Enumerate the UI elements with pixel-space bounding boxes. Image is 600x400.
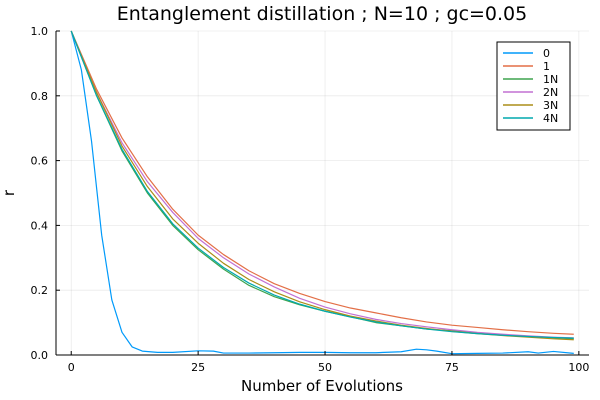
y-tick-label: 0.4 <box>31 219 49 232</box>
y-tick-label: 0.2 <box>31 284 49 297</box>
axes <box>55 30 589 356</box>
chart-title: Entanglement distillation ; N=10 ; gc=0.… <box>117 3 528 25</box>
x-tick-label: 25 <box>191 361 205 374</box>
legend-label-1: 1 <box>543 60 550 73</box>
y-axis-label: r <box>0 189 18 196</box>
y-tick-label: 0.0 <box>31 349 49 362</box>
x-tick-label: 50 <box>318 361 332 374</box>
series-line-0 <box>70 30 574 355</box>
y-tick-label: 1.0 <box>31 25 49 38</box>
series-line-2N <box>70 30 574 339</box>
x-tick-label: 100 <box>568 361 589 374</box>
legend-label-0: 0 <box>543 47 550 60</box>
x-axis-label: Number of Evolutions <box>241 377 403 395</box>
series-line-4N <box>70 30 574 339</box>
legend-box <box>496 41 571 131</box>
y-tick-label: 0.6 <box>31 155 49 168</box>
tick-labels: 0 25 50 75 100 0.0 0.2 0.4 0.6 0.8 1.0 <box>31 25 590 374</box>
x-tick-label: 0 <box>68 361 75 374</box>
x-tick-label: 75 <box>445 361 459 374</box>
legend-label-4N: 4N <box>543 112 558 125</box>
legend-label-2N: 2N <box>543 86 558 99</box>
series-line-1 <box>70 30 574 335</box>
legend-label-1N: 1N <box>543 73 558 86</box>
y-tick-label: 0.8 <box>31 90 49 103</box>
series-lines <box>70 30 574 355</box>
legend-label-3N: 3N <box>543 99 558 112</box>
